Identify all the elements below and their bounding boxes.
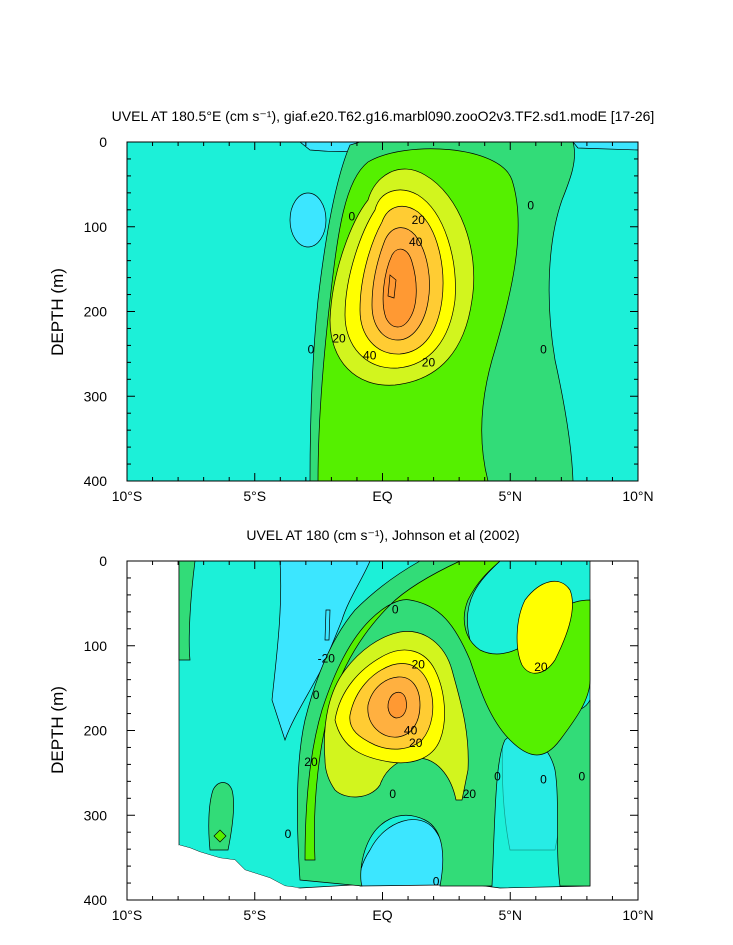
panel-1-ylabel: DEPTH (m): [48, 268, 67, 356]
panel-2-title: UVEL AT 180 (cm s⁻¹), Johnson et al (200…: [246, 527, 519, 543]
contour-label: 0: [578, 769, 585, 783]
panel-1-core-contour: [387, 274, 397, 299]
y-tick-label: 400: [84, 892, 108, 908]
contour-label: 40: [363, 349, 377, 363]
panel-1-title: UVEL AT 180.5°E (cm s⁻¹), giaf.e20.T62.g…: [112, 108, 655, 124]
contour-label: 0: [285, 827, 292, 841]
contour-label: 0: [540, 343, 547, 357]
x-tick-label: EQ: [372, 488, 392, 504]
panel-model: UVEL AT 180.5°E (cm s⁻¹), giaf.e20.T62.g…: [48, 108, 654, 504]
y-tick-label: 200: [84, 723, 108, 739]
contour-label: 0: [389, 787, 396, 801]
contour-label: 0: [527, 199, 534, 213]
contour-label: 20: [412, 657, 426, 671]
panel-2-region-small-green: [208, 782, 234, 851]
contour-label: 0: [313, 688, 320, 702]
panel-observed: UVEL AT 180 (cm s⁻¹), Johnson et al (200…: [48, 527, 654, 923]
contour-label: 20: [534, 660, 548, 674]
y-tick-label: 300: [84, 388, 108, 404]
contour-label: 20: [412, 213, 426, 227]
panel-2-ylabel: DEPTH (m): [48, 686, 67, 774]
contour-label: 20: [409, 736, 423, 750]
panel-1-region-neg-blob: [289, 192, 327, 248]
panel-2-region-60: [387, 691, 407, 719]
contour-label: 0: [348, 210, 355, 224]
contour-label: 0: [540, 773, 547, 787]
y-tick-label: 200: [84, 304, 108, 320]
contour-label: 20: [332, 332, 346, 346]
y-tick-label: 100: [84, 638, 108, 654]
x-tick-label: 10°S: [112, 907, 143, 923]
panel-2-region-small-diamond: [213, 829, 227, 843]
panel-2-region-neg-sliver: [324, 609, 331, 641]
contour-label: 0: [433, 874, 440, 888]
x-tick-label: EQ: [372, 907, 392, 923]
panel-2-region-10-20: [304, 560, 591, 861]
x-tick-label: 10°N: [622, 907, 653, 923]
panel-2-region-20-right: [516, 580, 573, 674]
contour-label: 20: [463, 787, 477, 801]
x-tick-label: 5°N: [499, 488, 523, 504]
contour-label: 0: [308, 343, 315, 357]
panel-2-region-neg-left: [271, 560, 371, 742]
y-tick-label: 0: [99, 553, 107, 569]
y-tick-label: 0: [99, 134, 107, 150]
y-tick-label: 100: [84, 219, 108, 235]
y-tick-label: 400: [84, 473, 108, 489]
y-tick-label: 300: [84, 807, 108, 823]
panel-2-region-left-green: [178, 560, 196, 661]
contour-label: 0: [392, 602, 399, 616]
panel-2-missing-data: [179, 845, 300, 888]
contour-label: -20: [318, 651, 336, 665]
panel-1-contour-fill: [126, 141, 639, 482]
panel-1-contour-labels: 0 20 40 0 20 40 20 0 0: [308, 199, 548, 370]
contour-label: 20: [422, 355, 436, 369]
panel-1-region-60: [382, 248, 417, 328]
contour-label: 40: [404, 724, 418, 738]
panel-2-contour-fill: [178, 560, 591, 889]
contour-label: 0: [494, 769, 501, 783]
contour-label: 20: [304, 755, 318, 769]
x-tick-label: 10°S: [112, 488, 143, 504]
x-tick-label: 10°N: [622, 488, 653, 504]
x-tick-label: 5°N: [499, 907, 523, 923]
x-tick-label: 5°S: [243, 907, 266, 923]
x-tick-label: 5°S: [243, 488, 266, 504]
contour-label: 40: [409, 235, 423, 249]
